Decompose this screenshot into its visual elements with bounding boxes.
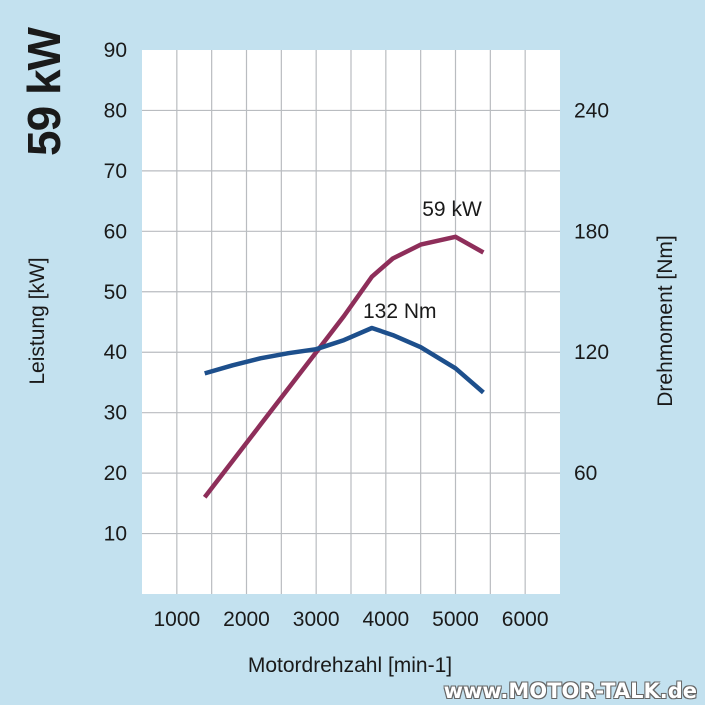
y-axis-right-label: Drehmoment [Nm] [654,235,677,407]
y-right-tick-label: 180 [574,220,609,243]
y-right-tick-label: 240 [574,99,609,122]
series-annotation-label: 132 Nm [363,300,437,323]
y-left-tick-label: 40 [104,341,127,364]
data-series [202,234,485,499]
tick-labels: 1000 2000 3000 4000 5000 6000 10 20 30 40 50 60 70 80… [104,39,609,631]
power-curve-line [202,234,485,499]
x-tick-label: 1000 [153,608,200,631]
x-axis-label: Motordrehzahl [min-1] [247,654,453,677]
torque-curve-line [204,325,485,395]
x-tick-label: 2000 [223,608,270,631]
y-left-tick-label: 90 [104,39,127,62]
y-left-tick-label: 10 [104,523,127,546]
y-left-tick-label: 80 [104,99,127,122]
y-left-tick-label: 70 [104,160,127,183]
y-axis-left-label: Leistung [kW] [26,257,49,385]
x-tick-label: 3000 [293,608,340,631]
y-left-tick-label: 50 [104,281,127,304]
watermark: www.MOTOR-TALK.de [443,679,697,703]
x-tick-label: 5000 [432,608,479,631]
x-tick-label: 4000 [362,608,409,631]
y-left-tick-label: 20 [104,462,127,485]
x-tick-label: 6000 [502,608,549,631]
annotations: 59 kW 132 Nm [363,198,482,323]
series-annotation-label: 59 kW [422,198,482,221]
y-left-tick-label: 30 [104,402,127,425]
grid-lines [142,50,560,594]
y-right-tick-label: 120 [574,341,609,364]
chart-title: 59 kW [18,28,70,156]
y-right-tick-label: 60 [574,462,597,485]
y-left-tick-label: 60 [104,220,127,243]
